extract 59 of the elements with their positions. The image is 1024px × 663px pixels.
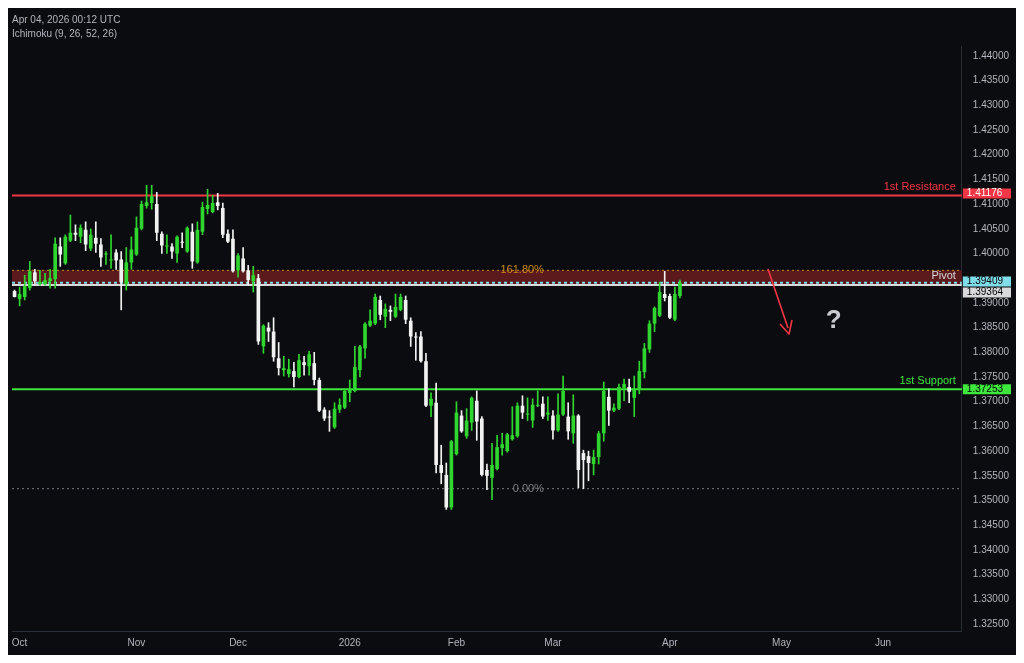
y-tick-label: 1.35000 [972, 494, 1010, 506]
y-tick-label: 1.37500 [972, 370, 1010, 382]
x-tick-label: Apr [662, 636, 679, 648]
ref-line-label: 1st Support [899, 373, 956, 386]
x-tick-label: Oct [11, 636, 28, 648]
candlestick [439, 444, 444, 485]
y-tick-label: 1.32500 [972, 617, 1010, 629]
annotation: 161.80% [500, 263, 545, 276]
text: 1.39364 [966, 286, 1004, 298]
candlestick [165, 234, 169, 254]
y-tick-label: 1.43000 [972, 99, 1010, 111]
y-tick-label: 1.40500 [972, 222, 1010, 234]
y-tick-label: 1.34000 [972, 543, 1010, 555]
y-tick-label: 1.38500 [972, 321, 1010, 333]
candlestick [546, 396, 550, 421]
y-tick-label: 1.41500 [972, 173, 1010, 185]
y-tick-label: 1.36000 [972, 444, 1010, 456]
y-tick-label: 1.43500 [972, 74, 1010, 86]
candlestick [180, 232, 184, 248]
annotation: ? [825, 304, 842, 335]
candlestick [93, 221, 98, 253]
text: 1.39409 [966, 275, 1004, 287]
chart-subtitle: Ichimoku (9, 26, 52, 26) [12, 27, 118, 39]
annotation: 0.00% [512, 481, 545, 494]
text: 1.41176 [966, 187, 1003, 199]
y-tick-label: 1.35500 [972, 469, 1010, 481]
candlestick [627, 378, 631, 404]
y-tick-label: 1.42500 [972, 123, 1010, 135]
candlestick [215, 192, 220, 211]
x-tick-label: Jun [875, 636, 892, 648]
x-tick-label: 2026 [338, 636, 362, 648]
y-tick-label: 1.39000 [972, 296, 1010, 308]
y-tick-label: 1.34500 [972, 519, 1010, 531]
candlestick [58, 237, 63, 267]
candlestick [109, 234, 113, 269]
y-tick-label: 1.44000 [972, 49, 1010, 61]
y-tick-label: 1.36500 [972, 420, 1010, 432]
candlestick [292, 361, 296, 388]
y-tick-label: 1.33500 [972, 568, 1010, 580]
y-tick-label: 1.37000 [972, 395, 1010, 407]
candlestick [632, 375, 637, 417]
x-tick-label: Nov [127, 636, 146, 648]
ref-line-label: 1st Resistance [883, 179, 956, 192]
text: 1.37253 [966, 382, 1004, 394]
y-tick-label: 1.42000 [972, 148, 1010, 160]
y-tick-label: 1.41000 [972, 197, 1010, 209]
y-tick-label: 1.33000 [972, 593, 1010, 605]
x-tick-label: Dec [229, 636, 247, 648]
candlestick [535, 390, 540, 408]
ref-line-label: Pivot [931, 269, 956, 282]
y-tick-label: 1.40000 [972, 247, 1010, 259]
candlestick [251, 266, 256, 293]
candlestick [302, 355, 306, 376]
chart-title: Apr 04, 2026 00:12 UTC [12, 13, 121, 25]
x-tick-label: Mar [544, 636, 563, 648]
x-tick-label: Feb [447, 636, 466, 648]
candlestick [104, 251, 108, 265]
x-tick-label: May [772, 636, 791, 648]
y-tick-label: 1.38000 [972, 346, 1010, 358]
